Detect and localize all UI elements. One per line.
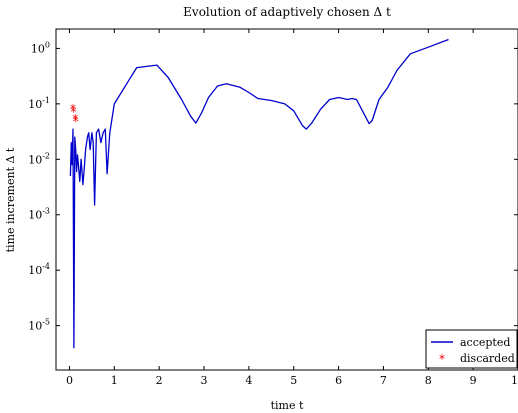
y-axis: 10-5 10-4 10-3 10-2 10-1 100	[28, 40, 518, 333]
legend-discarded-label: discarded	[460, 352, 515, 365]
discarded-point: *	[72, 112, 78, 126]
x-tick-label: 1	[111, 374, 118, 387]
x-tick-label: 7	[380, 374, 387, 387]
x-tick-label: 9	[470, 374, 477, 387]
discarded-point: *	[73, 115, 79, 129]
x-tick-label: 10	[511, 374, 518, 387]
legend: accepted * discarded	[425, 329, 518, 369]
discarded-point: *	[70, 102, 76, 116]
x-axis: 0 1 2 3 4 5 6 7 8 9 10	[66, 29, 518, 387]
plot-frame	[55, 28, 518, 371]
x-tick-label: 8	[425, 374, 432, 387]
x-tick-label: 6	[335, 374, 342, 387]
x-tick-label: 3	[201, 374, 208, 387]
legend-accepted-label: accepted	[460, 336, 510, 349]
x-axis-label: time t	[271, 399, 304, 412]
chart-title: Evolution of adaptively chosen Δ t	[183, 5, 391, 19]
discarded-point: *	[70, 105, 76, 119]
x-tick-label: 4	[245, 374, 252, 387]
series-accepted-line	[69, 38, 449, 349]
x-tick-label: 5	[290, 374, 297, 387]
x-tick-label: 0	[66, 374, 73, 387]
y-tick-label: 10-2	[28, 151, 50, 166]
y-tick-label: 10-4	[28, 262, 50, 277]
x-tick-label: 2	[156, 374, 163, 387]
series-layer: ****	[69, 38, 449, 349]
y-tick-label: 100	[31, 40, 50, 55]
legend-box	[425, 329, 518, 369]
y-tick-label: 10-1	[28, 96, 50, 111]
legend-discarded-swatch: *	[439, 352, 445, 366]
y-tick-label: 10-3	[28, 207, 50, 222]
y-tick-label: 10-5	[28, 318, 50, 333]
y-axis-label: time increment Δ t	[4, 147, 17, 252]
